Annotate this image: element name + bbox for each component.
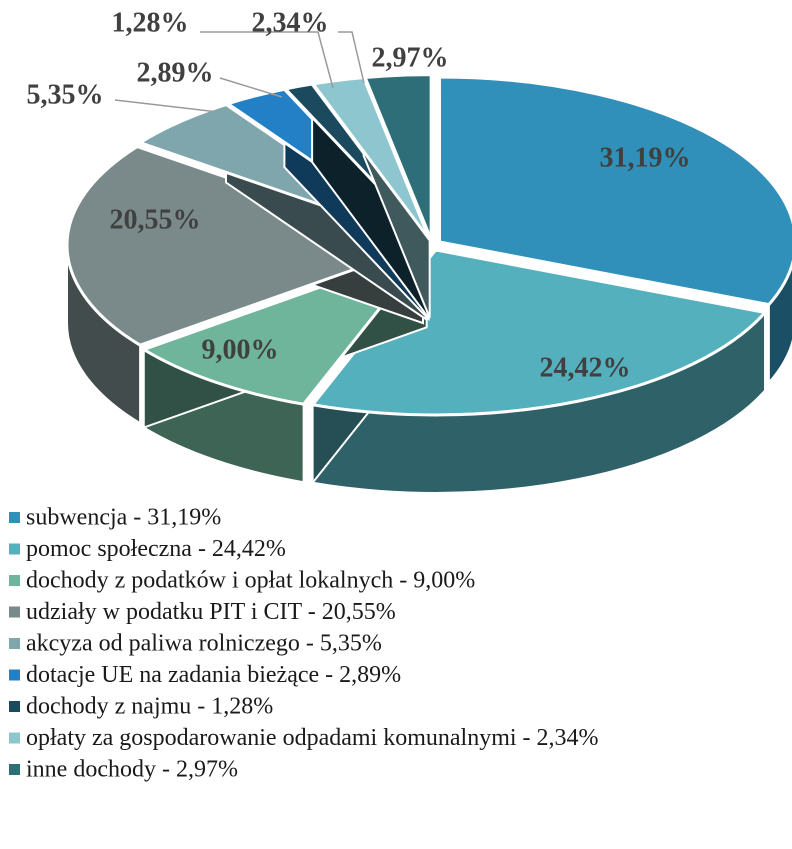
data-label: 9,00% bbox=[202, 334, 279, 365]
slice bbox=[65, 144, 428, 425]
data-label: 20,55% bbox=[110, 204, 201, 235]
legend-swatch bbox=[9, 512, 20, 523]
slice-side bbox=[767, 261, 792, 386]
legend-label: udziały w podatku PIT i CIT - 20,55% bbox=[26, 599, 396, 625]
legend-swatch bbox=[9, 606, 20, 618]
data-label: 2,89% bbox=[137, 57, 214, 88]
data-label: 2,34% bbox=[252, 7, 329, 38]
slice-top bbox=[65, 144, 428, 347]
data-label: 2,97% bbox=[372, 42, 449, 73]
data-label: 31,19% bbox=[600, 142, 691, 173]
legend-label: akcyza od paliwa rolniczego - 5,35% bbox=[26, 631, 382, 657]
data-label: 1,28% bbox=[112, 7, 189, 38]
leader-line bbox=[200, 31, 334, 89]
slice bbox=[362, 73, 433, 241]
legend-swatch bbox=[9, 669, 20, 681]
legend-swatch bbox=[9, 543, 20, 555]
legend-swatch bbox=[9, 732, 20, 744]
slice-top bbox=[362, 73, 433, 241]
legend-swatch bbox=[9, 701, 20, 712]
data-label: 24,42% bbox=[540, 352, 631, 383]
data-label: 5,35% bbox=[27, 79, 104, 110]
legend-label: inne dochody - 2,97% bbox=[26, 757, 238, 783]
legend-swatch bbox=[9, 575, 20, 586]
legend-label: subwencja - 31,19% bbox=[26, 505, 221, 531]
legend-swatch bbox=[9, 764, 20, 775]
slice bbox=[437, 75, 792, 386]
legend-label: dotacje UE na zadania bieżące - 2,89% bbox=[26, 662, 401, 688]
slice-top bbox=[437, 75, 792, 307]
leader-line bbox=[114, 99, 219, 113]
legend-swatch bbox=[9, 638, 20, 649]
leader-line bbox=[219, 77, 283, 98]
legend-label: pomoc społeczna - 24,42% bbox=[26, 536, 286, 562]
legend-label: dochody z najmu - 1,28% bbox=[26, 694, 273, 720]
leader-line bbox=[338, 31, 365, 84]
legend-label: dochody z podatków i opłat lokalnych - 9… bbox=[26, 568, 475, 594]
legend-label: opłaty za gospodarowanie odpadami komuna… bbox=[26, 725, 599, 751]
